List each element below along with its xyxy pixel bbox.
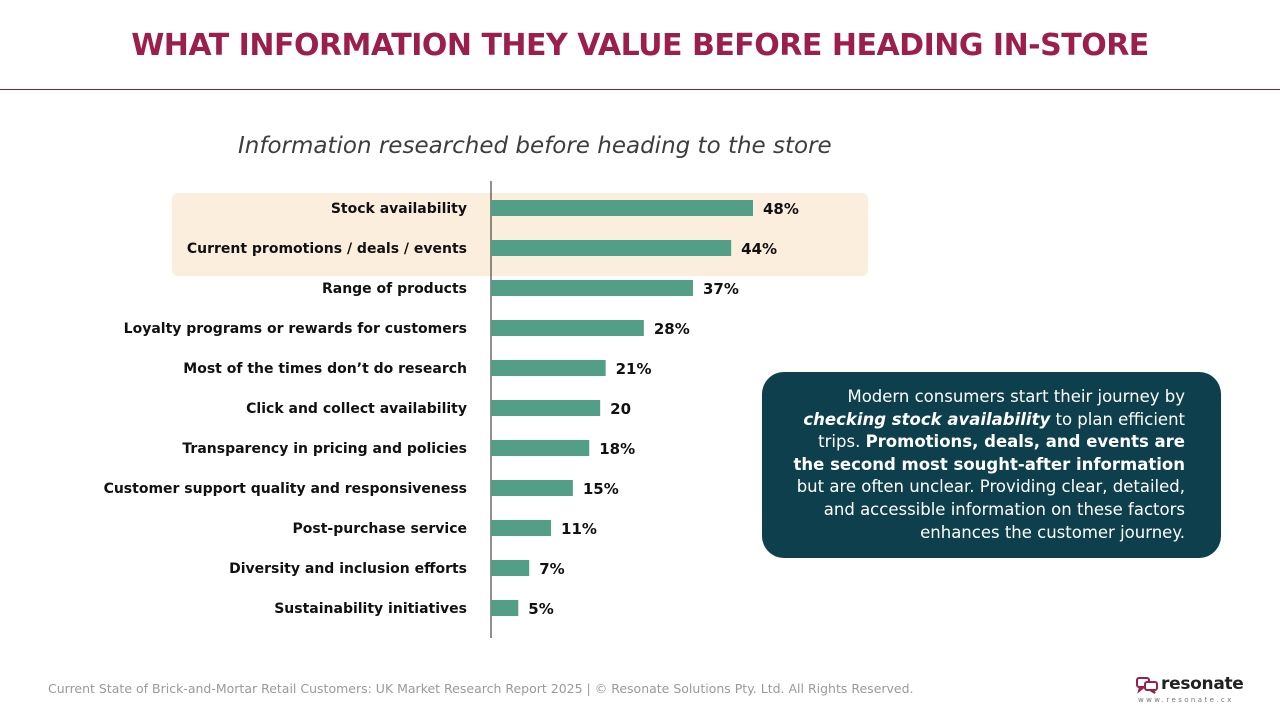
- category-label: Transparency in pricing and policies: [182, 441, 467, 457]
- insight-callout: Modern consumers start their journey by …: [762, 372, 1221, 558]
- category-label: Most of the times don’t do research: [183, 361, 467, 377]
- value-label: 7%: [539, 560, 564, 578]
- callout-text-2: to plan efficient trips.: [818, 409, 1185, 452]
- bar: [491, 400, 601, 416]
- category-label: Stock availability: [331, 201, 467, 217]
- bar: [491, 200, 753, 216]
- bar: [491, 280, 693, 296]
- resonate-logo: resonate www.resonate.cx: [1136, 674, 1246, 710]
- value-label: 37%: [703, 280, 739, 298]
- title-divider: [0, 89, 1280, 90]
- bar: [491, 600, 519, 616]
- value-label: 28%: [654, 320, 690, 338]
- value-label: 11%: [561, 520, 597, 538]
- logo-wordmark: resonate: [1161, 674, 1244, 694]
- bar: [491, 320, 644, 336]
- callout-text-1: Modern consumers start their journey by: [847, 387, 1185, 406]
- callout-text-3: but are often unclear. Providing clear, …: [796, 477, 1185, 542]
- callout-bold: Promotions, deals, and events are the se…: [793, 432, 1185, 474]
- category-label: Current promotions / deals / events: [187, 241, 467, 257]
- chart-title: Information researched before heading to…: [238, 133, 832, 159]
- value-label: 44%: [741, 240, 777, 258]
- bar: [491, 560, 530, 576]
- category-label: Click and collect availability: [246, 401, 467, 417]
- value-label: 20: [610, 400, 631, 418]
- value-label: 48%: [763, 200, 799, 218]
- category-label: Post-purchase service: [293, 521, 467, 537]
- value-label: 21%: [616, 360, 652, 378]
- category-label: Sustainability initiatives: [274, 601, 467, 617]
- category-label: Customer support quality and responsiven…: [104, 481, 467, 497]
- logo-url: www.resonate.cx: [1138, 696, 1234, 704]
- category-label: Diversity and inclusion efforts: [229, 561, 467, 577]
- speech-bubbles-icon: [1136, 677, 1158, 694]
- bar: [491, 360, 606, 376]
- bar: [491, 240, 732, 256]
- bar: [491, 480, 573, 496]
- value-label: 18%: [599, 440, 635, 458]
- bar: [491, 520, 552, 536]
- callout-emphasis: checking stock availability: [803, 409, 1051, 429]
- value-label: 5%: [528, 600, 553, 618]
- page-title: WHAT INFORMATION THEY VALUE BEFORE HEADI…: [131, 28, 1149, 63]
- bar: [491, 440, 590, 456]
- category-label: Loyalty programs or rewards for customer…: [124, 321, 467, 337]
- footer-copyright: Current State of Brick-and-Mortar Retail…: [48, 681, 914, 696]
- category-label: Range of products: [322, 281, 467, 297]
- value-label: 15%: [583, 480, 619, 498]
